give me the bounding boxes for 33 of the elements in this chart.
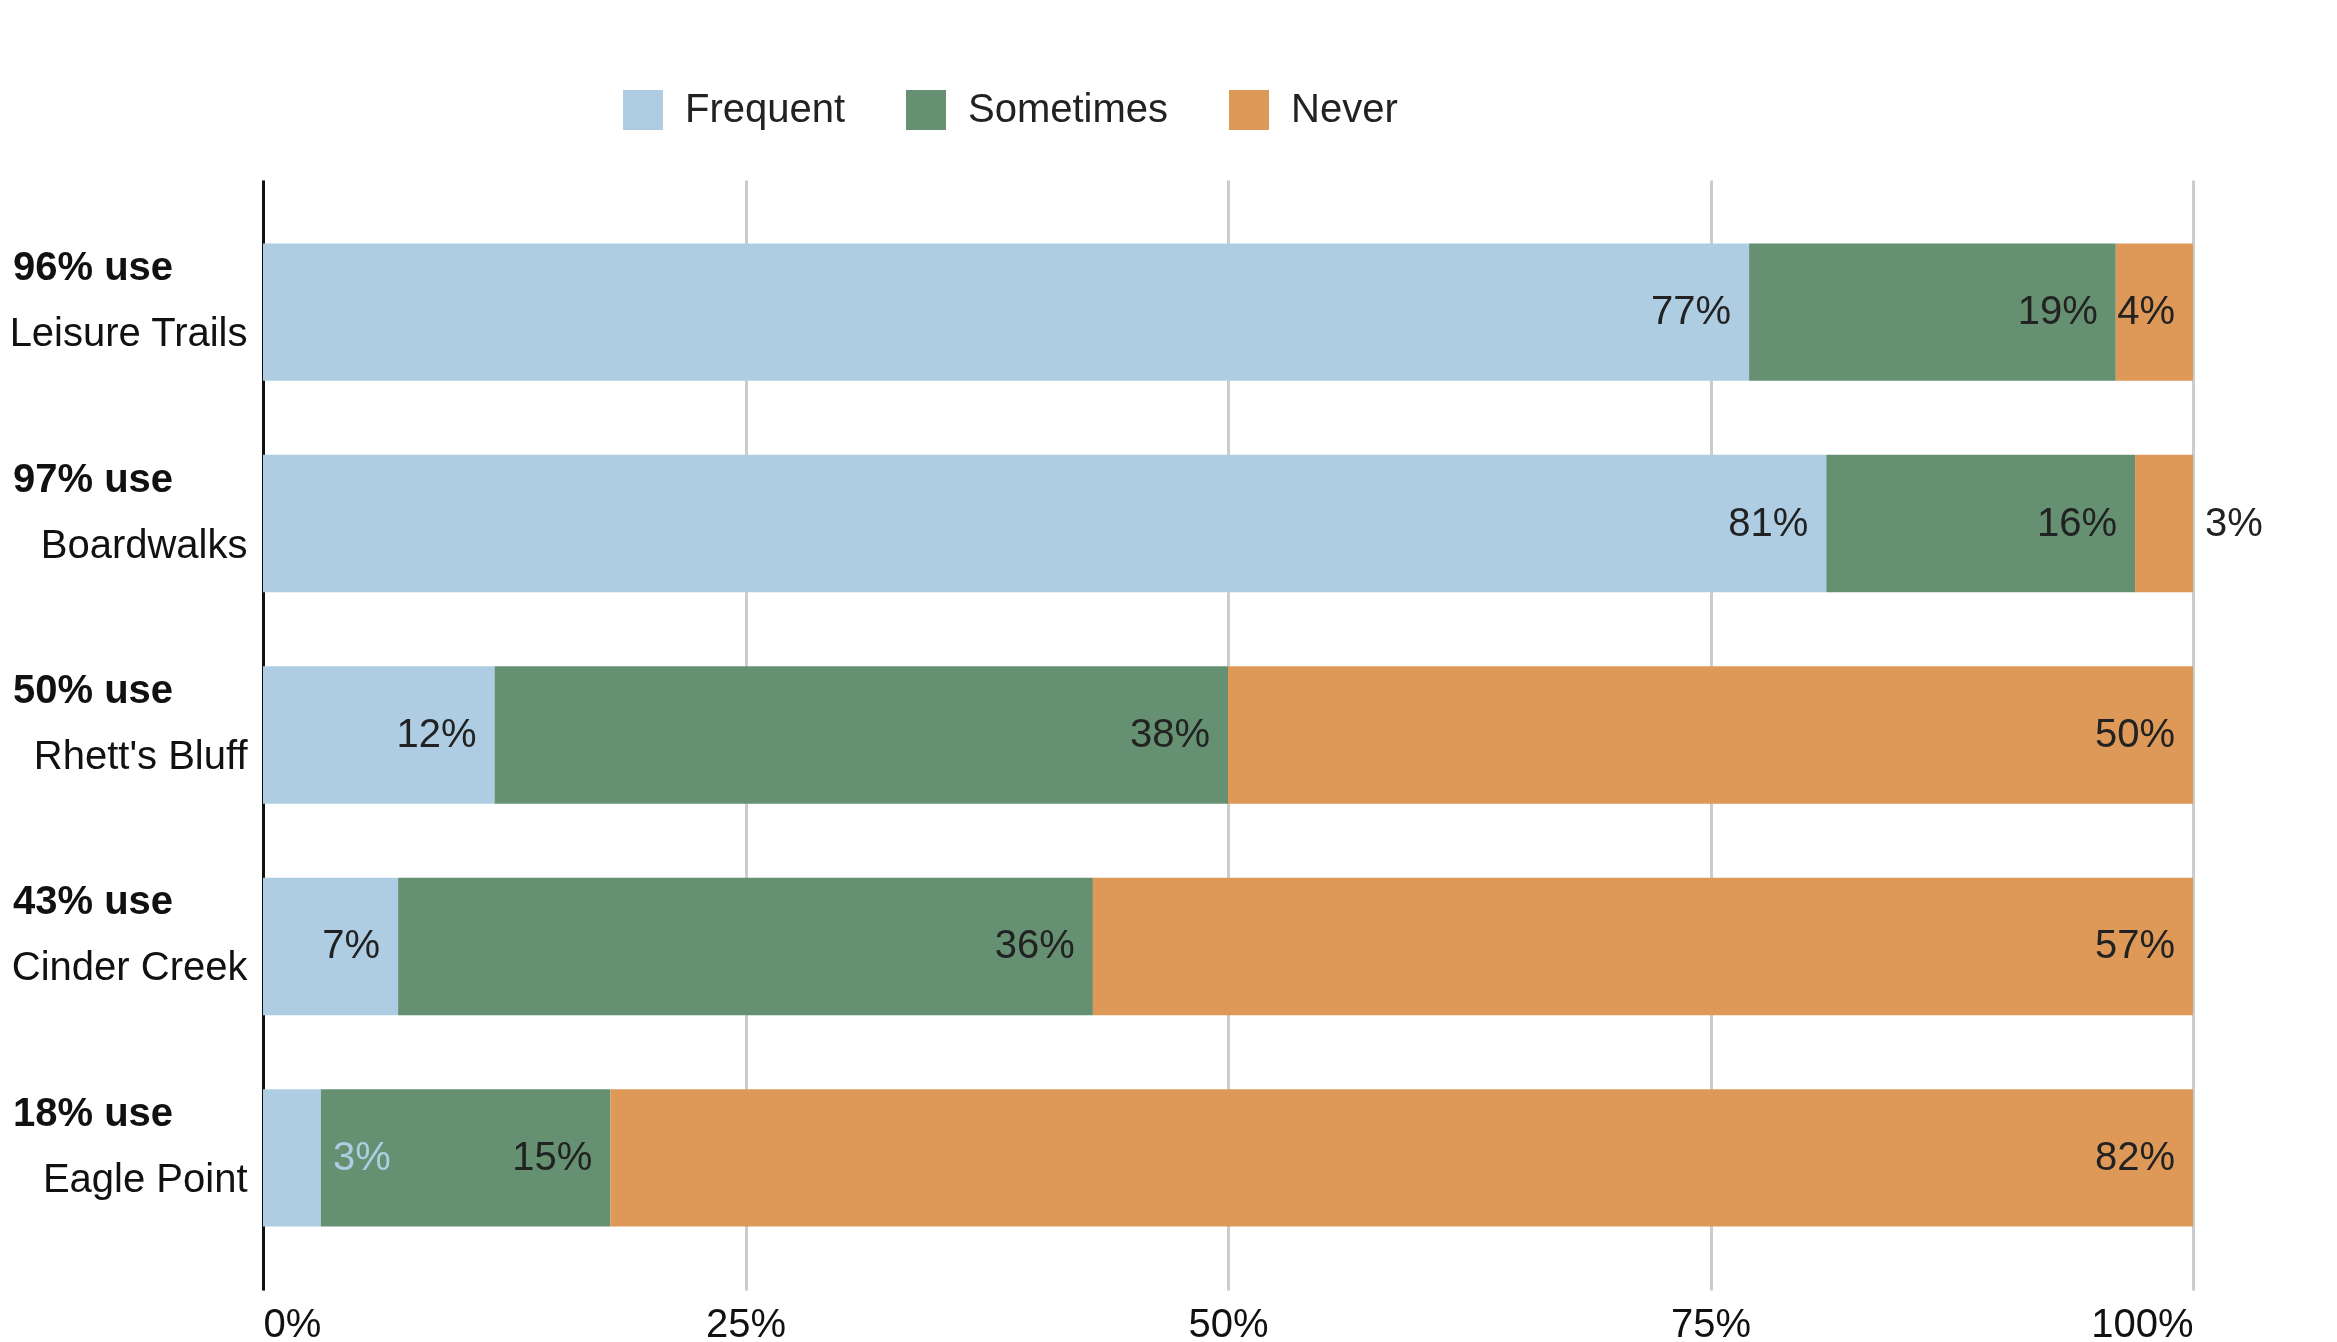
text: 38% [1129,711,1210,755]
text: 81% [1728,499,1809,544]
text: 96% use [12,244,174,289]
text: 15% [512,1133,593,1178]
text: 77% [1651,288,1732,333]
legend-label: Never [1291,86,1398,130]
text: 50% use [12,667,174,711]
x-tick-label: 50% [1188,1300,1269,1342]
x-tick-label: 75% [1670,1300,1752,1342]
text: 43% use [12,878,174,923]
text: 50% [2094,711,2175,755]
text: 57% [2094,922,2175,967]
x-tick-label: 0% [263,1300,322,1342]
text: 7% [322,922,381,967]
y-tick-label: Leisure Trails [9,310,248,355]
legend-label: Sometimes [968,86,1169,130]
text: 16% [2037,499,2118,544]
text: 3% [332,1133,391,1178]
y-tick-label: Boardwalks [40,521,248,566]
x-tick-label: 25% [705,1300,787,1342]
x-tick-label: 100% [2091,1300,2194,1342]
text: 97% use [12,455,174,500]
y-tick-label: Eagle Point [42,1155,248,1200]
text: 12% [396,711,477,755]
text: 19% [2017,288,2098,333]
text: 4% [2117,288,2175,333]
text: 82% [2094,1133,2175,1178]
text: 36% [994,922,1075,967]
text: 18% use [12,1089,174,1134]
text: 3% [2205,499,2263,544]
legend-label: Frequent [685,86,846,130]
y-tick-label: Cinder Creek [11,944,249,989]
y-tick-label: Rhett's Bluff [33,733,249,777]
